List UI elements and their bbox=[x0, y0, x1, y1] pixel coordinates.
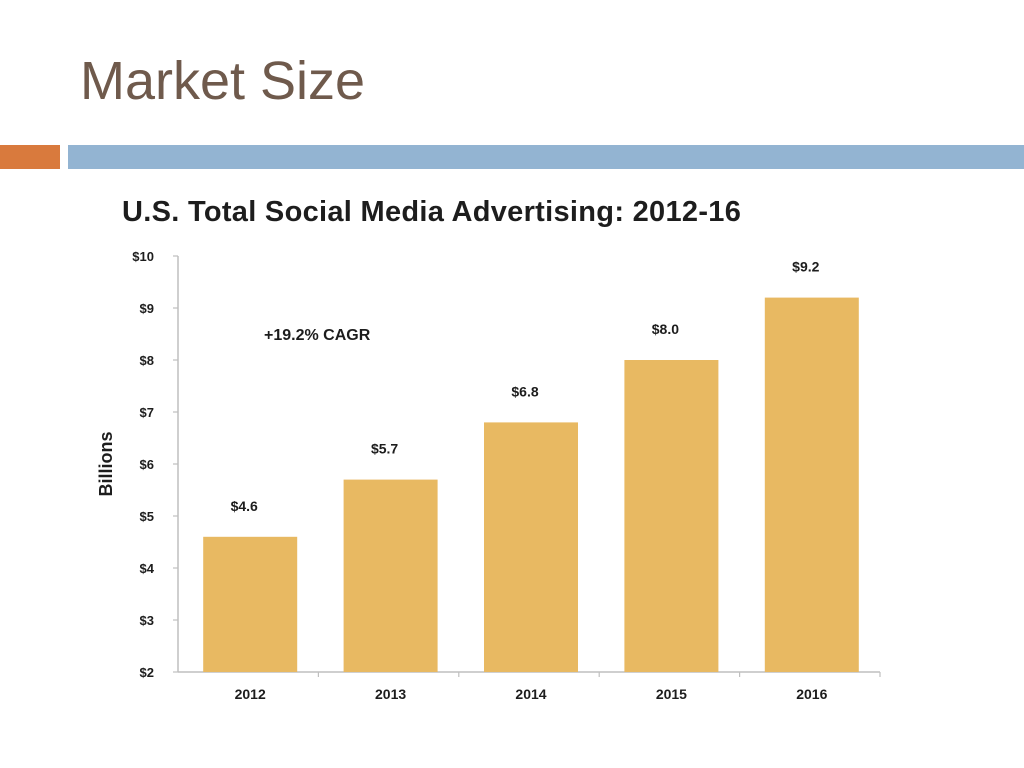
bar bbox=[343, 479, 438, 672]
data-label: $9.2 bbox=[792, 259, 819, 275]
accent-bar-blue bbox=[68, 145, 1024, 169]
accent-bar-orange bbox=[0, 145, 60, 169]
x-tick-label: 2012 bbox=[235, 686, 266, 702]
x-tick-label: 2016 bbox=[796, 686, 827, 702]
y-tick-label: $10 bbox=[132, 249, 154, 264]
data-label: $4.6 bbox=[231, 498, 258, 514]
data-label: $8.0 bbox=[652, 321, 679, 337]
y-tick-label: $3 bbox=[140, 613, 154, 628]
x-tick-label: 2013 bbox=[375, 686, 406, 702]
cagr-annotation: +19.2% CAGR bbox=[264, 327, 371, 344]
bar bbox=[203, 536, 298, 672]
chart-title: U.S. Total Social Media Advertising: 201… bbox=[122, 196, 742, 228]
data-label: $5.7 bbox=[371, 441, 398, 457]
bar bbox=[764, 297, 859, 672]
x-tick-label: 2014 bbox=[515, 686, 546, 702]
y-tick-label: $7 bbox=[140, 405, 154, 420]
bar bbox=[484, 422, 578, 672]
x-tick-label: 2015 bbox=[656, 686, 687, 702]
bar bbox=[624, 360, 719, 672]
data-label: $6.8 bbox=[511, 383, 538, 399]
y-tick-label: $5 bbox=[140, 509, 154, 524]
y-tick-label: $2 bbox=[140, 665, 154, 680]
y-tick-label: $6 bbox=[140, 457, 154, 472]
y-tick-label: $8 bbox=[140, 353, 154, 368]
y-tick-label: $4 bbox=[140, 561, 155, 576]
slide-title: Market Size bbox=[80, 51, 366, 111]
y-tick-label: $9 bbox=[140, 301, 154, 316]
y-axis-label: Billions bbox=[96, 431, 116, 496]
